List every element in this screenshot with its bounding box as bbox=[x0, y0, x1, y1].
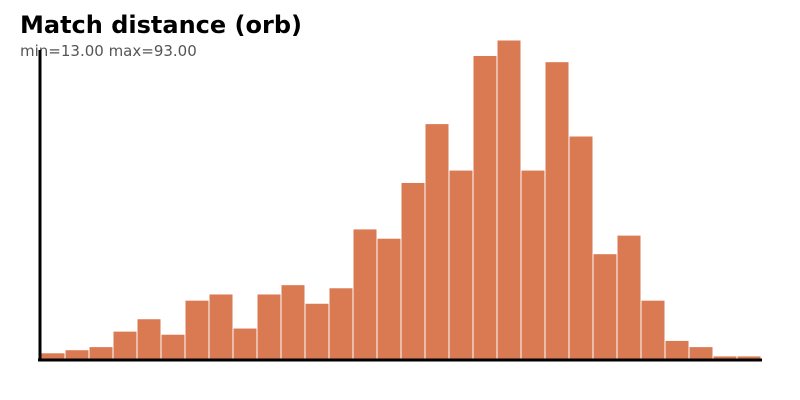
histogram-bar bbox=[688, 346, 714, 360]
histogram-bar bbox=[184, 299, 210, 360]
histogram-bar bbox=[160, 333, 186, 360]
histogram-bar bbox=[328, 287, 354, 360]
histogram-bar bbox=[472, 54, 498, 360]
histogram-bar bbox=[376, 237, 402, 360]
chart-subtitle: min=13.00 max=93.00 bbox=[20, 42, 197, 60]
histogram-bar bbox=[496, 39, 522, 360]
chart-title: Match distance (orb) bbox=[20, 11, 302, 39]
histogram-bar bbox=[616, 234, 642, 360]
histogram-bar bbox=[640, 299, 666, 360]
histogram-bar bbox=[352, 228, 378, 360]
histogram-bar bbox=[112, 330, 138, 360]
bars-group bbox=[40, 39, 762, 360]
histogram-bar bbox=[304, 302, 330, 360]
histogram-bar bbox=[400, 181, 426, 360]
histogram-bar bbox=[448, 169, 474, 360]
histogram-bar bbox=[40, 352, 66, 360]
histogram-bar bbox=[208, 293, 234, 360]
histogram-bar bbox=[232, 327, 258, 360]
histogram-bar bbox=[544, 61, 570, 360]
histogram-bar bbox=[568, 135, 594, 360]
histogram-bar bbox=[424, 123, 450, 360]
histogram-bar bbox=[136, 318, 162, 360]
histogram-bar bbox=[592, 253, 618, 360]
histogram-bar bbox=[280, 284, 306, 360]
histogram-bar bbox=[64, 349, 90, 360]
histogram-bar bbox=[520, 169, 546, 360]
histogram-bar bbox=[88, 346, 114, 360]
histogram-bar bbox=[256, 293, 282, 360]
histogram-bar bbox=[664, 339, 690, 360]
